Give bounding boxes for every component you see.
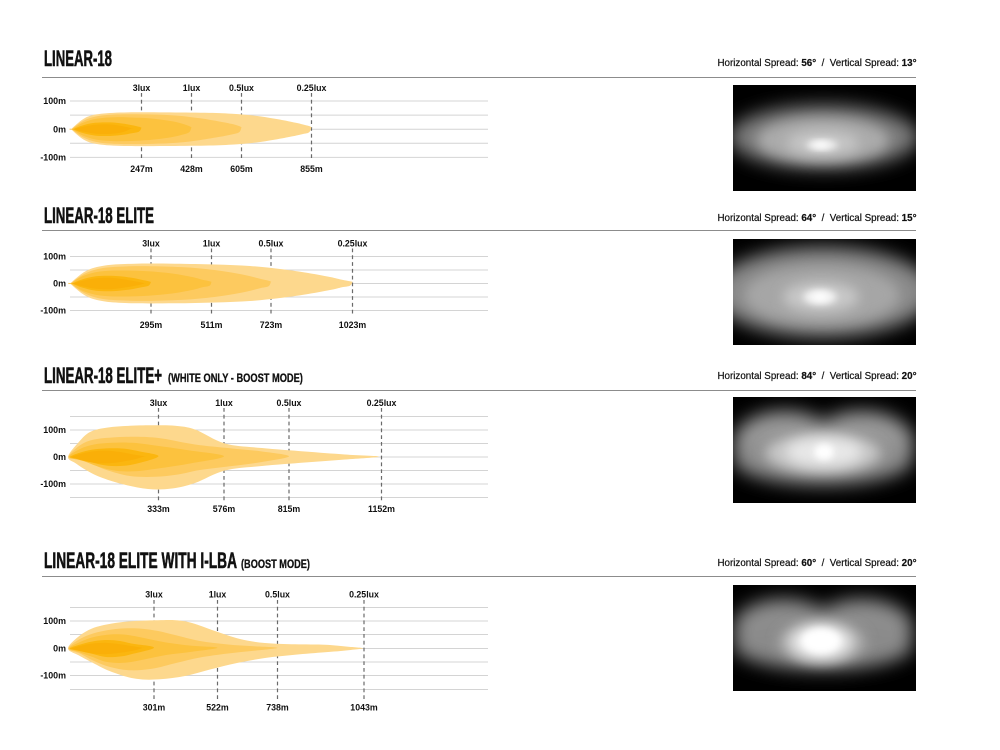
svg-text:0.5lux: 0.5lux xyxy=(259,239,284,249)
svg-text:0.25lux: 0.25lux xyxy=(349,590,379,600)
svg-text:1043m: 1043m xyxy=(350,703,378,713)
svg-text:0.25lux: 0.25lux xyxy=(367,398,397,408)
svg-text:-100m: -100m xyxy=(40,153,66,163)
svg-text:0.5lux: 0.5lux xyxy=(277,398,302,408)
svg-text:333m: 333m xyxy=(147,504,170,514)
svg-text:-100m: -100m xyxy=(40,671,66,681)
svg-text:100m: 100m xyxy=(43,425,66,435)
svg-text:295m: 295m xyxy=(140,320,163,330)
svg-text:1lux: 1lux xyxy=(209,590,227,600)
svg-text:0m: 0m xyxy=(53,124,66,134)
svg-text:605m: 605m xyxy=(230,164,253,174)
svg-text:247m: 247m xyxy=(130,164,153,174)
svg-text:1lux: 1lux xyxy=(215,398,233,408)
svg-text:738m: 738m xyxy=(266,703,289,713)
svg-text:1lux: 1lux xyxy=(203,239,221,249)
svg-text:0m: 0m xyxy=(53,452,66,462)
svg-text:3lux: 3lux xyxy=(133,83,151,93)
svg-text:815m: 815m xyxy=(278,504,301,514)
svg-text:855m: 855m xyxy=(300,164,323,174)
svg-text:0.5lux: 0.5lux xyxy=(265,590,290,600)
svg-text:428m: 428m xyxy=(180,164,203,174)
svg-text:100m: 100m xyxy=(43,252,66,262)
svg-text:0.5lux: 0.5lux xyxy=(229,83,254,93)
svg-text:576m: 576m xyxy=(213,504,236,514)
svg-text:1023m: 1023m xyxy=(339,320,367,330)
svg-text:3lux: 3lux xyxy=(142,239,160,249)
svg-text:-100m: -100m xyxy=(40,479,66,489)
svg-text:3lux: 3lux xyxy=(145,590,163,600)
svg-text:1152m: 1152m xyxy=(368,504,395,514)
svg-text:511m: 511m xyxy=(200,320,222,330)
svg-text:0m: 0m xyxy=(53,644,66,654)
svg-text:3lux: 3lux xyxy=(150,398,168,408)
svg-text:0.25lux: 0.25lux xyxy=(297,83,327,93)
svg-text:100m: 100m xyxy=(43,616,66,626)
svg-text:1lux: 1lux xyxy=(183,83,201,93)
svg-text:100m: 100m xyxy=(43,96,66,106)
svg-text:301m: 301m xyxy=(143,703,166,713)
svg-text:522m: 522m xyxy=(206,703,229,713)
svg-text:-100m: -100m xyxy=(40,306,66,316)
svg-text:723m: 723m xyxy=(260,320,283,330)
svg-text:0.25lux: 0.25lux xyxy=(338,239,368,249)
svg-text:0m: 0m xyxy=(53,279,66,289)
